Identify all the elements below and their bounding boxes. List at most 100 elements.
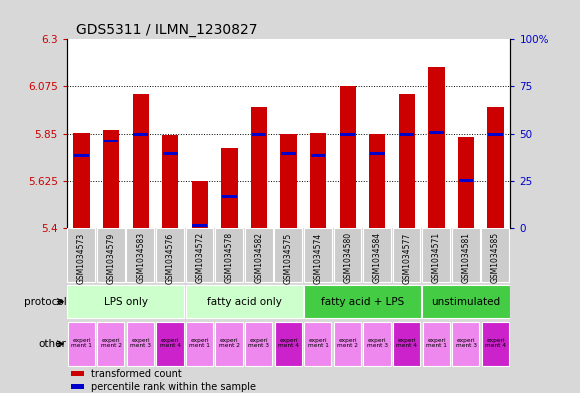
Bar — [311, 154, 325, 157]
Text: GSM1034573: GSM1034573 — [77, 232, 86, 284]
Text: GSM1034581: GSM1034581 — [462, 232, 470, 283]
Bar — [334, 322, 361, 365]
Bar — [73, 132, 90, 228]
Text: LPS only: LPS only — [104, 297, 148, 307]
Bar — [458, 137, 474, 228]
Text: unstimulated: unstimulated — [432, 297, 501, 307]
Text: experi
ment 1: experi ment 1 — [308, 338, 328, 348]
Bar — [71, 371, 84, 376]
Text: experi
ment 3: experi ment 3 — [248, 338, 270, 348]
Bar — [340, 133, 355, 136]
Bar — [393, 228, 420, 283]
Text: fatty acid only: fatty acid only — [206, 297, 282, 307]
Bar — [186, 322, 213, 365]
Bar — [304, 228, 332, 283]
Bar — [274, 228, 302, 283]
Text: GSM1034578: GSM1034578 — [225, 232, 234, 283]
Bar — [369, 134, 386, 228]
Bar — [127, 322, 154, 365]
Bar — [275, 322, 302, 365]
Text: other: other — [39, 339, 67, 349]
Text: GSM1034575: GSM1034575 — [284, 232, 293, 284]
Bar — [215, 228, 243, 283]
Bar — [132, 94, 149, 228]
Text: experi
ment 4: experi ment 4 — [396, 338, 418, 348]
Bar — [481, 228, 509, 283]
Bar — [428, 66, 445, 228]
Text: experi
ment 1: experi ment 1 — [190, 338, 210, 348]
Bar — [162, 135, 179, 228]
Text: GSM1034574: GSM1034574 — [314, 232, 322, 284]
Bar — [400, 133, 414, 136]
Text: GSM1034571: GSM1034571 — [432, 232, 441, 283]
Text: GDS5311 / ILMN_1230827: GDS5311 / ILMN_1230827 — [75, 23, 257, 37]
Bar — [74, 154, 89, 157]
Bar — [97, 228, 125, 283]
Text: fatty acid + LPS: fatty acid + LPS — [321, 297, 404, 307]
Text: GSM1034572: GSM1034572 — [195, 232, 204, 283]
Text: GSM1034583: GSM1034583 — [136, 232, 145, 283]
Bar — [452, 322, 479, 365]
Bar — [126, 228, 154, 283]
Text: GSM1034577: GSM1034577 — [403, 232, 411, 284]
Bar — [393, 322, 420, 365]
Text: GSM1034582: GSM1034582 — [255, 232, 263, 283]
Bar — [304, 285, 421, 318]
Bar — [245, 228, 273, 283]
Bar — [103, 130, 119, 228]
Bar — [156, 228, 184, 283]
Text: experi
ment 3: experi ment 3 — [455, 338, 477, 348]
Text: experi
ment 4: experi ment 4 — [278, 338, 299, 348]
Bar — [133, 133, 148, 136]
Bar — [193, 224, 207, 227]
Bar — [398, 94, 415, 228]
Text: experi
ment 3: experi ment 3 — [130, 338, 151, 348]
Bar — [422, 285, 510, 318]
Bar — [222, 195, 237, 198]
Bar — [186, 285, 303, 318]
Bar — [334, 228, 361, 283]
Bar — [221, 148, 238, 228]
Bar — [422, 228, 450, 283]
Text: GSM1034579: GSM1034579 — [107, 232, 115, 284]
Text: GSM1034584: GSM1034584 — [373, 232, 382, 283]
Text: percentile rank within the sample: percentile rank within the sample — [91, 382, 256, 391]
Text: experi
ment 2: experi ment 2 — [100, 338, 122, 348]
Text: GSM1034576: GSM1034576 — [166, 232, 175, 284]
Bar — [452, 228, 480, 283]
Text: GSM1034585: GSM1034585 — [491, 232, 500, 283]
Bar — [163, 152, 177, 155]
Bar — [364, 322, 390, 365]
Bar — [429, 131, 444, 134]
Bar — [310, 132, 327, 228]
Text: transformed count: transformed count — [91, 369, 182, 379]
Text: experi
ment 4: experi ment 4 — [160, 338, 181, 348]
Text: experi
ment 1: experi ment 1 — [426, 338, 447, 348]
Bar — [304, 322, 331, 365]
Bar — [71, 384, 84, 389]
Text: experi
ment 2: experi ment 2 — [337, 338, 358, 348]
Bar — [252, 133, 266, 136]
Bar — [487, 107, 504, 228]
Text: experi
ment 4: experi ment 4 — [485, 338, 506, 348]
Bar — [459, 180, 473, 182]
Bar — [104, 140, 118, 142]
Text: GSM1034580: GSM1034580 — [343, 232, 352, 283]
Bar — [423, 322, 450, 365]
Bar — [191, 181, 208, 228]
Bar — [216, 322, 242, 365]
Bar — [251, 107, 267, 228]
Bar — [186, 228, 213, 283]
Bar — [339, 86, 356, 228]
Bar — [482, 322, 509, 365]
Bar — [488, 133, 503, 136]
Bar — [157, 322, 183, 365]
Bar — [281, 152, 296, 155]
Text: protocol: protocol — [24, 297, 67, 307]
Bar — [370, 152, 385, 155]
Text: experi
ment 3: experi ment 3 — [367, 338, 388, 348]
Text: experi
ment 1: experi ment 1 — [71, 338, 92, 348]
Text: experi
ment 2: experi ment 2 — [219, 338, 240, 348]
Bar — [67, 228, 95, 283]
Bar — [97, 322, 124, 365]
